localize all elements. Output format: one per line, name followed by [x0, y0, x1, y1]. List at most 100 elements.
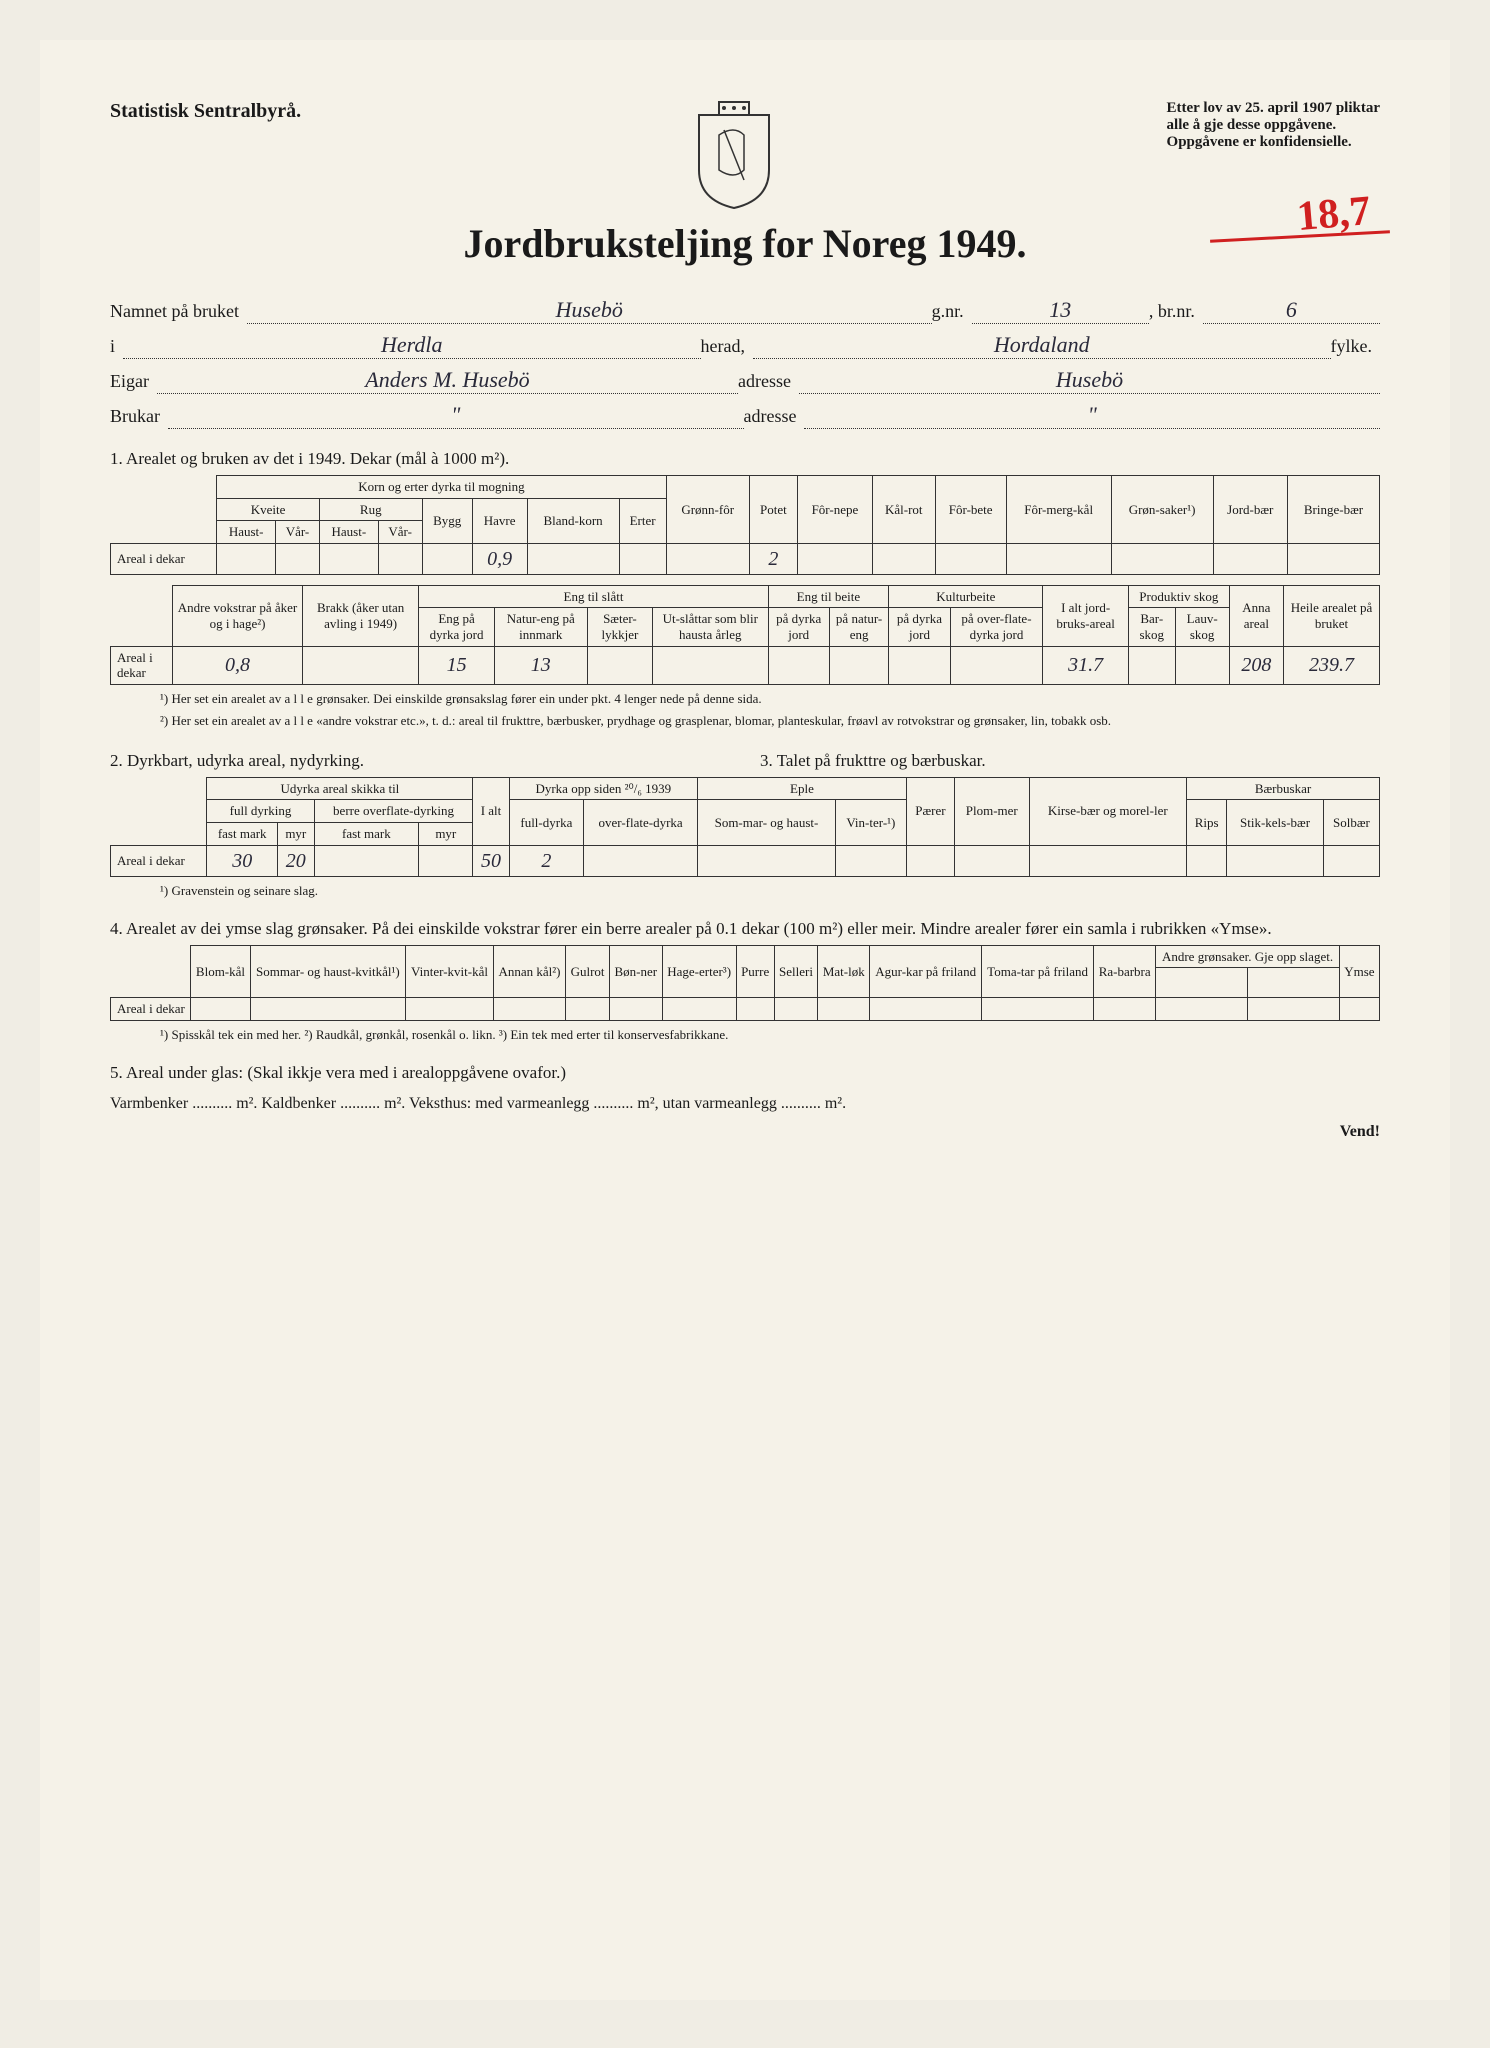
h-myr2: myr: [419, 822, 473, 845]
h-formergkal: Fôr-merg-kål: [1006, 476, 1111, 544]
value-brnr: 6: [1203, 297, 1380, 324]
label-adresse1: adresse: [738, 371, 791, 392]
value-brukar: ": [168, 402, 744, 429]
section2-title: 2. Dyrkbart, udyrka areal, nydyrking.: [110, 751, 730, 771]
h-kveite-var: Vår-: [276, 521, 320, 544]
v-engdyrka: 15: [419, 646, 494, 684]
h-vinterkvit: Vinter-kvit-kål: [406, 945, 494, 998]
h-kalrot: Kål-rot: [872, 476, 935, 544]
h-blandkorn: Bland-korn: [527, 498, 619, 543]
document-page: Statistisk Sentralbyrå. Etter lov av 25.…: [40, 40, 1450, 2000]
h-dyrkaopp: Dyrka opp siden ²⁰/₆ 1939: [509, 777, 697, 800]
h-bonner: Bøn-ner: [609, 945, 662, 998]
v-myr: 20: [277, 845, 314, 876]
h-erter: Erter: [619, 498, 666, 543]
h-rips: Rips: [1187, 800, 1227, 845]
h-annankal: Annan kål²): [493, 945, 565, 998]
table1b-land: Andre vokstrar på åker og i hage²) Brakk…: [110, 585, 1380, 685]
section5-title: 5. Areal under glas: (Skal ikkje vera me…: [110, 1063, 1380, 1083]
h-fulldyrka: full-dyrka: [509, 800, 584, 845]
legal-line-3: Oppgåvene er konfidensielle.: [1167, 134, 1380, 151]
h-matlok: Mat-løk: [818, 945, 870, 998]
v-fulldyrka: 2: [509, 845, 584, 876]
h-solbar: Solbær: [1323, 800, 1379, 845]
org-name: Statistisk Sentralbyrå.: [110, 100, 301, 123]
h-gulrot: Gulrot: [566, 945, 610, 998]
h-purre: Purre: [736, 945, 774, 998]
field-herad: i Herdla herad, Hordaland fylke.: [110, 332, 1380, 359]
h-engdyrka: Eng på dyrka jord: [419, 608, 494, 646]
h-ialt2: I alt: [473, 777, 509, 845]
value-gnr: 13: [972, 297, 1149, 324]
h-rabarbra: Ra-barbra: [1094, 945, 1156, 998]
label-eigar: Eigar: [110, 371, 149, 392]
h-barskog: Bar-skog: [1128, 608, 1175, 646]
h-kirse: Kirse-bær og morel-ler: [1029, 777, 1187, 845]
h-panatureng: på natur-eng: [829, 608, 888, 646]
v-havre: 0,9: [472, 543, 527, 574]
field-brukar: Brukar " adresse ": [110, 402, 1380, 429]
h-korn: Korn og erter dyrka til mogning: [217, 476, 666, 499]
h-agurkar: Agur-kar på friland: [870, 945, 982, 998]
row-areal3: Areal i dekar: [111, 845, 207, 876]
crest-emblem: [689, 100, 779, 210]
h-gronsaker: Grøn-saker¹): [1111, 476, 1213, 544]
h-plommer: Plom-mer: [954, 777, 1029, 845]
footnote4: ¹) Spisskål tek ein med her. ²) Raudkål,…: [160, 1027, 1380, 1043]
legal-line-2: alle å gje desse oppgåvene.: [1167, 117, 1380, 134]
v-anna: 208: [1229, 646, 1283, 684]
value-fylke: Hordaland: [753, 332, 1331, 359]
h-myr1: myr: [277, 822, 314, 845]
h-potet: Potet: [749, 476, 797, 544]
h-selleri: Selleri: [774, 945, 818, 998]
h-rug-haust: Haust-: [319, 521, 378, 544]
h-udyrka: Udyrka areal skikka til: [207, 777, 473, 800]
h-fornepe: Fôr-nepe: [797, 476, 872, 544]
h-berre: berre overflate-dyrking: [314, 800, 473, 823]
h-sommarhaust: Sommar- og haust-kvitkål¹): [250, 945, 406, 998]
h-vinter: Vin-ter-¹): [835, 800, 906, 845]
v-andre: 0,8: [173, 646, 303, 684]
value-adresse1: Husebö: [799, 367, 1380, 394]
h-ymse: Ymse: [1339, 945, 1379, 998]
value-namnet: Husebö: [247, 297, 932, 324]
section4-title: 4. Arealet av dei ymse slag grønsaker. P…: [110, 919, 1380, 939]
section1-title: 1. Arealet og bruken av det i 1949. Deka…: [110, 449, 1380, 469]
h-andregron: Andre grønsaker. Gje opp slaget.: [1156, 945, 1340, 968]
h-hageerter: Hage-erter³): [662, 945, 736, 998]
section3-title: 3. Talet på frukttre og bærbuskar.: [760, 751, 1380, 771]
value-herad-name: Herdla: [123, 332, 701, 359]
footnote3: ¹) Gravenstein og seinare slag.: [160, 883, 1380, 899]
h-baerbuskar: Bærbuskar: [1187, 777, 1380, 800]
h-kveite-haust: Haust-: [217, 521, 276, 544]
h-prodskog: Produktiv skog: [1128, 585, 1229, 608]
document-title: Jordbruksteljing for Noreg 1949.: [110, 220, 1380, 267]
h-sommar: Som-mar- og haust-: [698, 800, 836, 845]
h-kveite: Kveite: [217, 498, 320, 521]
h-engbeite: Eng til beite: [768, 585, 889, 608]
value-eigar: Anders M. Husebö: [157, 367, 738, 394]
header-legal-text: Etter lov av 25. april 1907 pliktar alle…: [1167, 100, 1380, 151]
label-namnet: Namnet på bruket: [110, 301, 239, 322]
v-fastmark: 30: [207, 845, 278, 876]
label-fylke: fylke.: [1331, 336, 1372, 357]
h-andre: Andre vokstrar på åker og i hage²): [173, 585, 303, 646]
h-padyrka2: på dyrka jord: [889, 608, 950, 646]
table2-dyrkbart: Udyrka areal skikka til I alt Dyrka opp …: [110, 777, 1380, 877]
row-areal1: Areal i dekar: [111, 543, 217, 574]
h-engslatt: Eng til slått: [419, 585, 768, 608]
h-bringebar: Bringe-bær: [1287, 476, 1379, 544]
v-ialt: 31.7: [1043, 646, 1129, 684]
vend-label: Vend!: [110, 1123, 1380, 1141]
footnote2: ²) Her set ein arealet av a l l e «andre…: [160, 713, 1380, 729]
v-potet: 2: [749, 543, 797, 574]
h-gronnfor: Grønn-fôr: [666, 476, 749, 544]
h-natureng: Natur-eng på innmark: [494, 608, 587, 646]
h-paerer: Pærer: [906, 777, 954, 845]
header-row: Statistisk Sentralbyrå. Etter lov av 25.…: [110, 100, 1380, 210]
h-rug-var: Vår-: [378, 521, 422, 544]
h-paoverflate: på over-flate-dyrka jord: [950, 608, 1043, 646]
v-ialt2: 50: [473, 845, 509, 876]
h-bygg: Bygg: [422, 498, 472, 543]
legal-line-1: Etter lov av 25. april 1907 pliktar: [1167, 100, 1380, 117]
